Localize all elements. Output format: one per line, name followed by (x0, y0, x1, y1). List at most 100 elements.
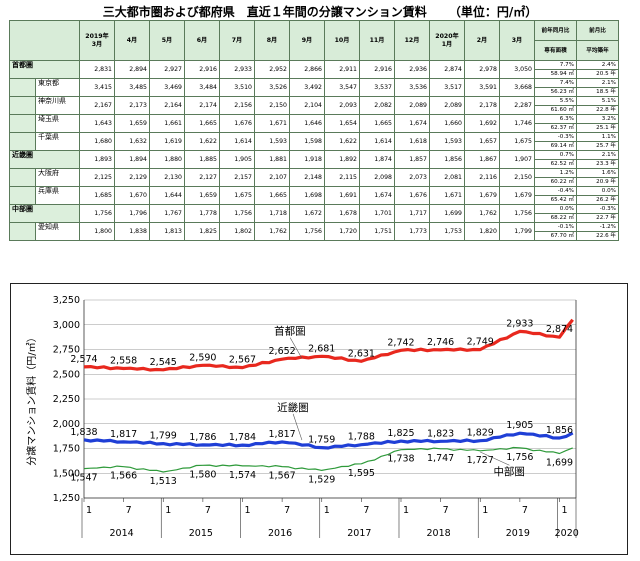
prefecture-label: 大阪府 (35, 168, 80, 187)
data-label: 1,786 (189, 432, 216, 443)
x-month-label: 7 (284, 505, 290, 516)
rent-cell: 2,150 (499, 168, 535, 187)
rent-cell: 1,598 (289, 132, 325, 151)
series-name-label: 近畿圏 (277, 401, 309, 414)
rent-cell: 2,933 (219, 60, 255, 79)
rent-cell: 2,167 (79, 96, 115, 115)
data-label: 1,756 (506, 452, 533, 463)
rent-cell: 1,796 (114, 204, 150, 223)
rent-cell: 1,670 (114, 186, 150, 205)
rent-cell: 1,671 (429, 186, 465, 205)
prefecture-label: 千葉県 (35, 132, 80, 151)
rent-cell: 1,675 (499, 132, 535, 151)
rent-cell: 1,718 (254, 204, 290, 223)
rent-cell: 1,701 (359, 204, 395, 223)
rent-cell: 1,717 (394, 204, 430, 223)
x-year-label: 2015 (189, 528, 213, 539)
rent-cell: 2,107 (254, 168, 290, 187)
region-indent (9, 222, 36, 241)
data-label: 2,567 (229, 355, 256, 366)
rent-cell: 1,918 (289, 150, 325, 169)
mom-cell: 1.1% (576, 132, 619, 142)
title-text: 三大都市圏および都府県 直近１年間の分譲マンション賃料 (102, 5, 427, 19)
rent-cell: 1,756 (289, 222, 325, 241)
line-chart: 1,250 1,500 1,750 2,000 2,250 2,500 2,750 3,000… (25, 295, 579, 539)
month-header: 2月 (464, 20, 500, 61)
x-month-label: 1 (324, 505, 330, 516)
data-label: 1,513 (150, 476, 177, 487)
rent-cell: 3,591 (464, 78, 500, 97)
month-header: 6月 (184, 20, 220, 61)
rent-cell: 1,692 (464, 114, 500, 133)
prefecture-label: 東京都 (35, 78, 80, 97)
data-label: 1,829 (467, 428, 494, 439)
rent-cell: 1,675 (219, 186, 255, 205)
rent-cell: 3,415 (79, 78, 115, 97)
x-year-label: 2014 (110, 528, 134, 539)
rent-cell: 1,659 (184, 186, 220, 205)
data-label: 2,742 (387, 337, 414, 348)
data-label: 2,545 (150, 357, 177, 368)
age-cell: 22.8 年 (576, 105, 619, 115)
rent-cell: 2,104 (289, 96, 325, 115)
data-label: 1,738 (387, 454, 414, 465)
region-indent (9, 186, 36, 205)
rent-cell: 1,699 (429, 204, 465, 223)
rent-cell: 1,880 (149, 150, 185, 169)
rent-cell: 2,073 (394, 168, 430, 187)
month-header: 8月 (254, 20, 290, 61)
region-label: 中部圏 (9, 204, 80, 223)
rent-cell: 1,676 (219, 114, 255, 133)
mom-cell: 2.1% (576, 78, 619, 88)
rent-cell: 2,287 (499, 96, 535, 115)
mom-cell: 2.4% (576, 60, 619, 70)
area-cell: 62.52 ㎡ (534, 159, 577, 169)
area-cell: 68.22 ㎡ (534, 213, 577, 223)
rent-cell: 1,672 (289, 204, 325, 223)
rent-cell: 1,778 (184, 204, 220, 223)
x-month-label: 1 (403, 505, 409, 516)
x-year-label: 2016 (268, 528, 292, 539)
area-cell: 60.22 ㎡ (534, 177, 577, 187)
age-cell: 20.9 年 (576, 177, 619, 187)
age-cell: 20.5 年 (576, 69, 619, 79)
rent-cell: 2,927 (149, 60, 185, 79)
month-header: 9月 (289, 20, 325, 61)
rent-cell: 2,081 (429, 168, 465, 187)
rent-cell: 3,510 (219, 78, 255, 97)
age-cell: 22.6 年 (576, 231, 619, 241)
rent-cell: 3,536 (394, 78, 430, 97)
rent-cell: 2,150 (254, 96, 290, 115)
rent-cell: 1,654 (324, 114, 360, 133)
unit-text: （単位：円/㎡） (448, 5, 538, 19)
rent-cell: 1,905 (219, 150, 255, 169)
mom-cell: 2.1% (576, 150, 619, 160)
month-header: 7月 (219, 20, 255, 61)
series-name-leader (480, 451, 510, 466)
area-cell: 56.23 ㎡ (534, 87, 577, 97)
data-label: 1,825 (387, 428, 414, 439)
age-cell: 25.7 年 (576, 141, 619, 151)
age-cell: 25.1 年 (576, 123, 619, 133)
rent-cell: 1,892 (324, 150, 360, 169)
data-label: 1,547 (70, 473, 97, 484)
data-label: 2,590 (189, 352, 216, 363)
mom-cell: 1.6% (576, 168, 619, 178)
data-label: 2,681 (308, 343, 335, 354)
data-label: 1,799 (150, 431, 177, 442)
rent-cell: 1,659 (114, 114, 150, 133)
data-label: 1,905 (506, 420, 533, 431)
rent-cell: 3,547 (324, 78, 360, 97)
data-label: 1,823 (427, 428, 454, 439)
rent-cell: 1,685 (79, 186, 115, 205)
data-label: 1,838 (70, 427, 97, 438)
rent-cell: 3,517 (429, 78, 465, 97)
rent-cell: 2,178 (464, 96, 500, 115)
rent-cell: 3,485 (114, 78, 150, 97)
yoy-cell: 1.2% (534, 168, 577, 178)
x-month-label: 1 (165, 505, 171, 516)
yoy-cell: 0.0% (534, 204, 577, 214)
page-title: 三大都市圏および都府県 直近１年間の分譲マンション賃料 （単位：円/㎡） (0, 3, 640, 20)
region-label: 首都圏 (9, 60, 80, 79)
data-label: 1,784 (229, 432, 256, 443)
